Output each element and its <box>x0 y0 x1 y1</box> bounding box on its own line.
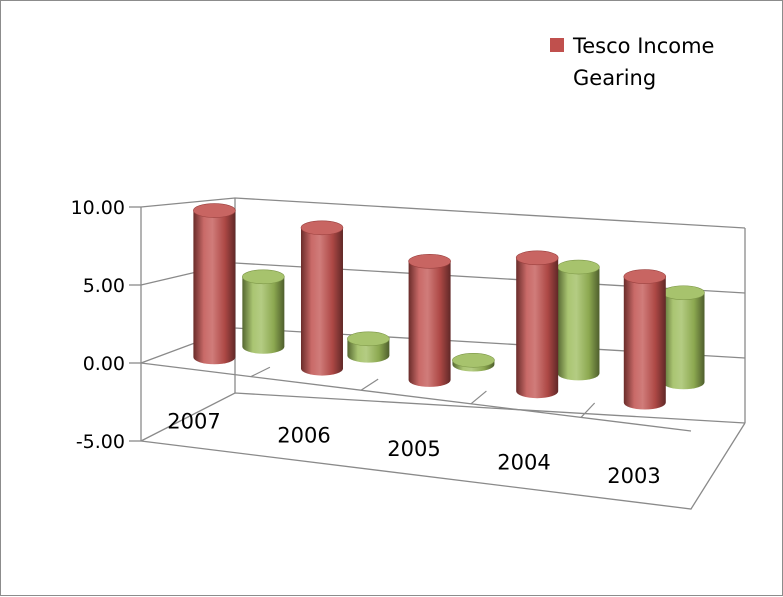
y-axis-tick-labels: 10.00 5.00 0.00 -5.00 <box>71 197 125 453</box>
x-category-label-2007: 2007 <box>167 410 220 434</box>
x-category-label-2006: 2006 <box>277 423 330 447</box>
zero-plane-front-edge <box>140 362 692 432</box>
bar-2004-series-0 <box>515 250 559 399</box>
x-axis-category-labels: 2007 2006 2005 2004 2003 <box>167 410 660 488</box>
series-0 <box>193 203 667 410</box>
bar-2007-series-1 <box>242 269 285 354</box>
bar-series <box>193 203 705 410</box>
y-tick-label-3: -5.00 <box>76 431 125 453</box>
bar-2003-series-0 <box>623 269 667 410</box>
legend-label-line-1: Tesco Income <box>572 34 714 58</box>
bar-2005-series-0 <box>408 254 451 387</box>
category-separator-2 <box>360 378 379 391</box>
legend-swatch-tesco-income-gearing <box>550 38 564 52</box>
category-separator-1 <box>250 366 271 378</box>
series-1 <box>242 259 705 390</box>
bar-2004-series-1 <box>557 259 600 381</box>
category-separator-4 <box>580 402 596 418</box>
category-separator-3 <box>470 390 487 405</box>
bar-2006-series-1 <box>347 331 390 363</box>
x-category-label-2004: 2004 <box>497 451 550 475</box>
bar-2007-series-0 <box>193 203 236 365</box>
y-tick-label-2: 0.00 <box>83 353 125 375</box>
y-tick-label-0: 10.00 <box>71 197 125 219</box>
legend-label-line-2: Gearing <box>573 66 656 90</box>
x-category-label-2003: 2003 <box>607 464 660 488</box>
y-tick-label-1: 5.00 <box>83 275 125 297</box>
floor-edge <box>140 422 746 510</box>
bar-2006-series-0 <box>300 220 344 376</box>
bar-2003-series-1 <box>662 285 705 390</box>
legend: Tesco Income Gearing <box>550 34 714 90</box>
x-category-label-2005: 2005 <box>387 437 440 461</box>
bar-2005-series-1 <box>452 353 495 372</box>
